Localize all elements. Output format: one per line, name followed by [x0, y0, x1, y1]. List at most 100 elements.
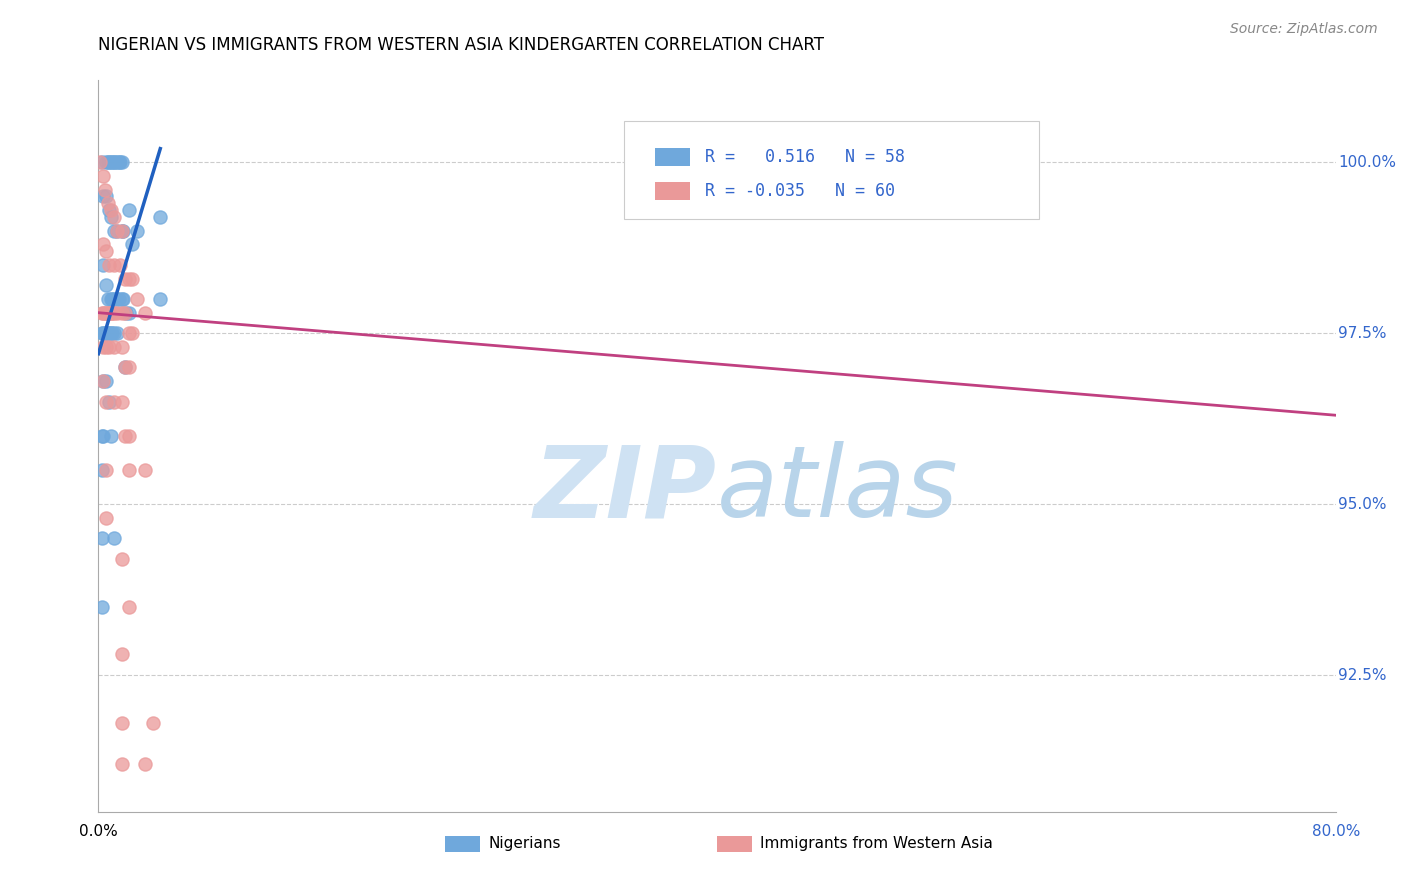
- Point: [105, 326, 128, 341]
- Text: R = -0.035   N = 60: R = -0.035 N = 60: [704, 182, 894, 200]
- Point: [89, 155, 111, 169]
- Point: [103, 326, 125, 341]
- Point: [90, 326, 112, 341]
- Text: ZIP: ZIP: [534, 442, 717, 539]
- Point: [98, 203, 121, 218]
- Point: [108, 258, 131, 272]
- Point: [91, 374, 114, 388]
- Point: [91, 237, 114, 252]
- Point: [93, 183, 115, 197]
- Text: 92.5%: 92.5%: [1339, 667, 1386, 682]
- Point: [100, 326, 122, 341]
- Point: [111, 224, 132, 238]
- Point: [127, 224, 149, 238]
- Point: [100, 292, 122, 306]
- Point: [101, 292, 124, 306]
- Point: [96, 155, 118, 169]
- Point: [118, 306, 141, 320]
- Point: [114, 429, 136, 443]
- Point: [101, 155, 124, 169]
- Point: [118, 429, 141, 443]
- Point: [118, 360, 141, 375]
- Point: [103, 210, 125, 224]
- Point: [97, 292, 120, 306]
- Point: [93, 326, 115, 341]
- Point: [96, 394, 118, 409]
- Text: 80.0%: 80.0%: [1312, 824, 1360, 839]
- Point: [96, 244, 118, 259]
- Point: [100, 155, 122, 169]
- Text: Source: ZipAtlas.com: Source: ZipAtlas.com: [1230, 22, 1378, 37]
- Point: [96, 189, 118, 203]
- Point: [90, 531, 112, 545]
- Point: [100, 429, 122, 443]
- FancyBboxPatch shape: [624, 120, 1039, 219]
- Text: Nigerians: Nigerians: [488, 837, 561, 851]
- Point: [675, 155, 697, 169]
- Point: [100, 306, 122, 320]
- Point: [149, 292, 172, 306]
- Point: [111, 715, 132, 730]
- Point: [93, 306, 115, 320]
- Point: [91, 429, 114, 443]
- Point: [90, 599, 112, 614]
- Point: [127, 292, 149, 306]
- FancyBboxPatch shape: [717, 836, 752, 852]
- Point: [91, 258, 114, 272]
- Point: [105, 155, 128, 169]
- Point: [96, 326, 118, 341]
- Point: [114, 360, 136, 375]
- Point: [103, 531, 125, 545]
- FancyBboxPatch shape: [655, 148, 690, 166]
- Point: [90, 429, 112, 443]
- Point: [111, 756, 132, 771]
- Point: [115, 306, 138, 320]
- Point: [121, 271, 143, 285]
- Point: [108, 155, 131, 169]
- Point: [91, 326, 114, 341]
- Text: atlas: atlas: [717, 442, 959, 539]
- Point: [91, 374, 114, 388]
- Text: Immigrants from Western Asia: Immigrants from Western Asia: [761, 837, 993, 851]
- FancyBboxPatch shape: [655, 182, 690, 200]
- Text: 97.5%: 97.5%: [1339, 326, 1386, 341]
- Point: [103, 292, 125, 306]
- Point: [111, 394, 132, 409]
- Point: [103, 155, 125, 169]
- Point: [98, 155, 121, 169]
- Point: [103, 224, 125, 238]
- Point: [97, 155, 120, 169]
- Point: [91, 340, 114, 354]
- Point: [96, 278, 118, 293]
- Text: 100.0%: 100.0%: [1339, 155, 1396, 169]
- Point: [90, 306, 112, 320]
- Point: [111, 224, 132, 238]
- Point: [107, 292, 129, 306]
- Point: [101, 306, 124, 320]
- Point: [90, 463, 112, 477]
- Point: [107, 155, 129, 169]
- Point: [111, 155, 132, 169]
- Point: [101, 326, 124, 341]
- Point: [104, 155, 127, 169]
- Point: [103, 306, 125, 320]
- FancyBboxPatch shape: [444, 836, 479, 852]
- Point: [105, 306, 128, 320]
- Point: [118, 203, 141, 218]
- Point: [97, 196, 120, 211]
- Point: [111, 306, 132, 320]
- Point: [105, 292, 128, 306]
- Point: [90, 155, 112, 169]
- Point: [100, 203, 122, 218]
- Text: NIGERIAN VS IMMIGRANTS FROM WESTERN ASIA KINDERGARTEN CORRELATION CHART: NIGERIAN VS IMMIGRANTS FROM WESTERN ASIA…: [98, 36, 824, 54]
- Point: [96, 306, 118, 320]
- Point: [103, 394, 125, 409]
- Point: [98, 306, 121, 320]
- Point: [111, 551, 132, 566]
- Point: [149, 210, 172, 224]
- Point: [96, 340, 118, 354]
- Point: [134, 756, 156, 771]
- Point: [105, 224, 128, 238]
- Point: [134, 463, 156, 477]
- Point: [98, 258, 121, 272]
